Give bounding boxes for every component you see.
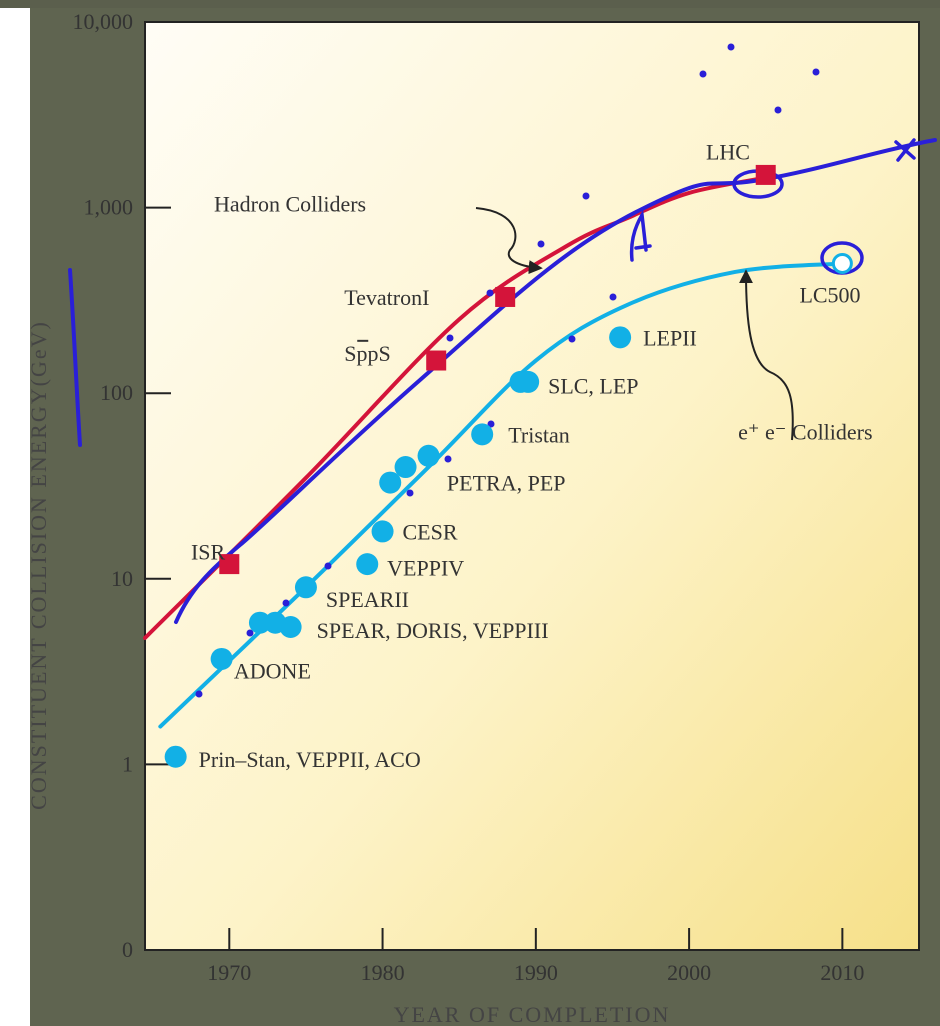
trend-curves: [68, 43, 937, 729]
y-tick-label: 10,000: [73, 9, 134, 34]
collider-label: LHC: [706, 140, 750, 165]
pen-dot: [282, 599, 290, 607]
ee-trend-line: [158, 261, 845, 729]
hadron-marker: [219, 554, 240, 575]
y-tick-label: 100: [100, 380, 133, 405]
pen-dot: [446, 334, 454, 342]
pen-dot: [537, 240, 545, 248]
ee-marker: [210, 647, 233, 670]
ee-marker: [164, 745, 187, 768]
collider-label: LEPII: [643, 325, 697, 350]
x-tick-label: 2010: [820, 960, 864, 985]
data-markers: [164, 164, 853, 768]
pen-stroke-vertical: [68, 268, 82, 447]
collider-label: CESR: [402, 519, 457, 544]
y-tick-label: 0: [122, 937, 133, 962]
plot-background: [144, 21, 920, 951]
annotations: Hadron Colliders e⁺ e⁻ Colliders: [214, 192, 873, 445]
pen-dot: [812, 68, 820, 76]
pen-dot: [444, 455, 452, 463]
pen-dot: [487, 420, 495, 428]
collider-label: ADONE: [234, 659, 311, 684]
pen-dot: [406, 489, 414, 497]
ee-marker: [294, 576, 317, 599]
ee-marker: [356, 553, 379, 576]
collider-label: ISR: [191, 540, 226, 565]
pen-stroke-arrow-up: [629, 209, 652, 262]
ee-marker: [417, 444, 440, 467]
pen-dot: [486, 289, 494, 297]
pen-dot: [195, 690, 203, 698]
pen-dot: [727, 43, 735, 51]
pen-dot: [699, 70, 707, 78]
x-tick-label: 1980: [361, 960, 405, 985]
collider-label: SppS: [344, 341, 390, 366]
hadron-trend-line: [143, 175, 768, 640]
y-tick-label: 1,000: [84, 195, 134, 220]
x-tick-label: 1970: [207, 960, 251, 985]
axes: 0 1 10 100 1,000 10,000 1970 1980 1990 2000 2010: [73, 9, 865, 985]
pen-dot: [609, 293, 617, 301]
pen-cross-mark: [894, 138, 916, 162]
ee-marker: [248, 611, 271, 634]
collider-label: TevatronI: [344, 285, 429, 310]
y-axis-title: CONSTITUENT COLLISION ENERGY(GeV): [26, 320, 51, 810]
collider-label: SPEAR, DORIS, VEPPIII: [317, 618, 549, 643]
collider-label: VEPPIV: [387, 556, 464, 581]
collider-label: PETRA, PEP: [447, 471, 566, 496]
ee-marker: [609, 326, 632, 349]
pen-dot: [324, 562, 332, 570]
collider-label: LC500: [799, 283, 860, 308]
pen-dot: [774, 106, 782, 114]
collider-label: SPEARII: [326, 587, 409, 612]
pen-dot: [568, 335, 576, 343]
hadron-marker: [495, 286, 516, 307]
collider-label: SLC, LEP: [548, 374, 638, 399]
pen-dot: [246, 629, 254, 637]
ee-annotation-arrow: [739, 269, 794, 441]
ee-marker: [279, 615, 302, 638]
hadron-marker: [426, 350, 447, 371]
plot-area: [144, 21, 920, 951]
x-tick-label: 1990: [514, 960, 558, 985]
ee-marker: [517, 370, 540, 393]
ee-marker: [379, 471, 402, 494]
hadron-marker: [755, 164, 776, 185]
frame-top-band: [0, 0, 940, 8]
frame-left-margin: [0, 8, 30, 1026]
y-tick-label: 1: [122, 751, 133, 776]
ee-marker-planned: [831, 252, 853, 274]
pen-dot: [582, 192, 590, 200]
hadron-colliders-annotation: Hadron Colliders: [214, 192, 366, 217]
ee-marker: [394, 456, 417, 479]
ee-colliders-annotation: e⁺ e⁻ Colliders: [738, 420, 872, 445]
ee-marker: [471, 423, 494, 446]
collider-label: Prin–Stan, VEPPII, ACO: [199, 747, 421, 772]
y-tick-label: 10: [111, 566, 133, 591]
collider-label: Tristan: [508, 422, 570, 447]
hadron-annotation-arrow: [475, 207, 543, 275]
x-tick-label: 2000: [667, 960, 711, 985]
x-axis-title: YEAR OF COMPLETION: [394, 1002, 671, 1026]
ee-marker: [371, 520, 394, 543]
